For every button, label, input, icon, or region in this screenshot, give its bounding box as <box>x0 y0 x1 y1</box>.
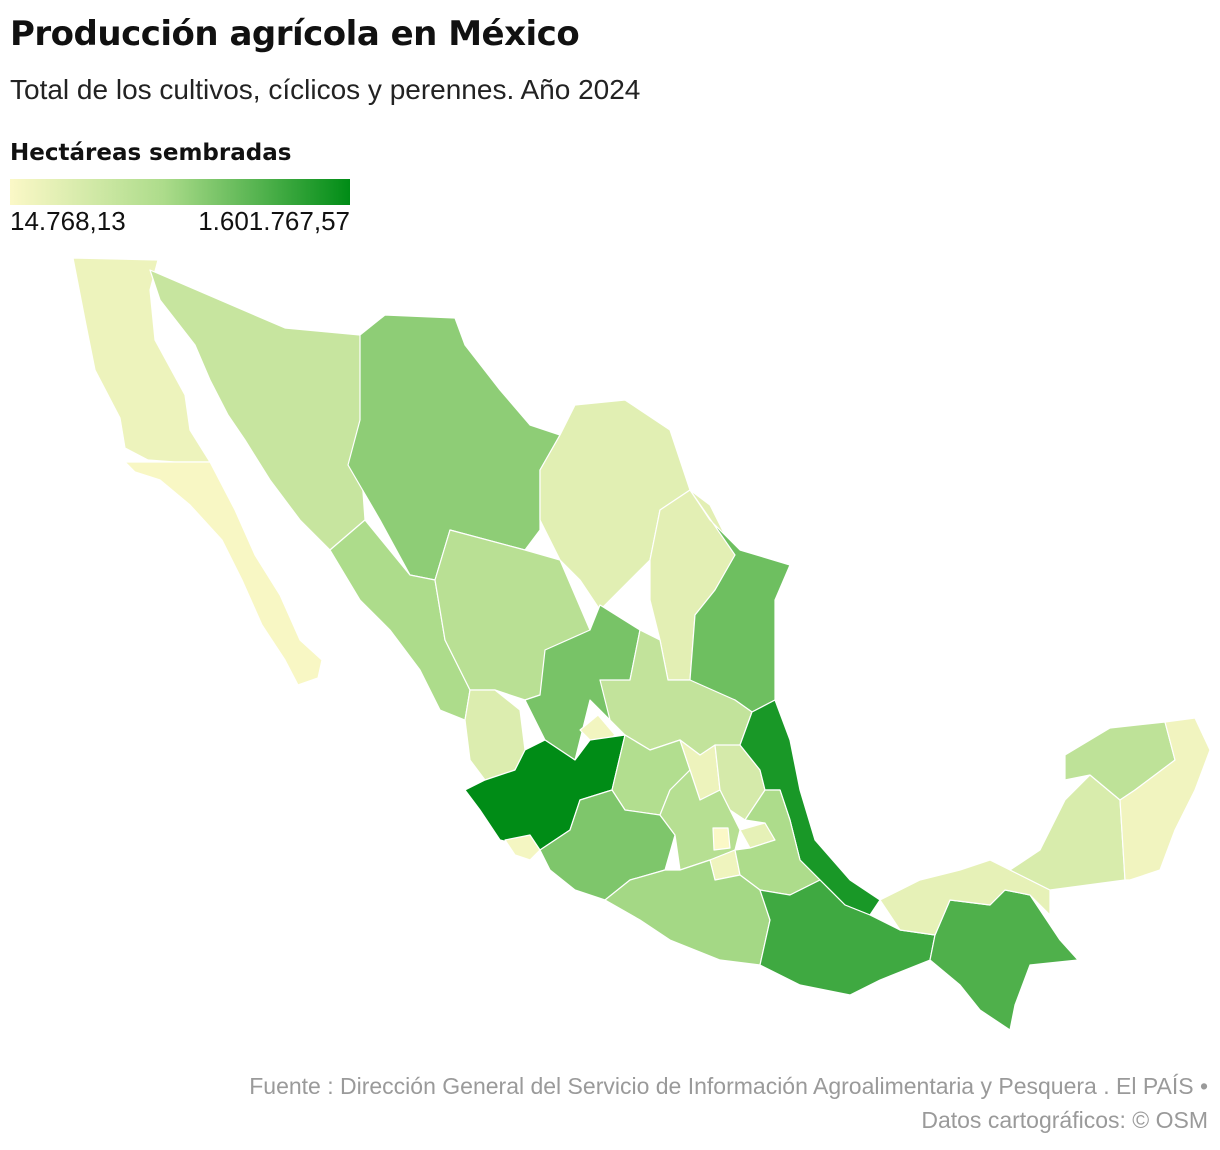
mexico-choropleth-map <box>72 257 1211 1031</box>
state-ciudad-de-mexico <box>712 827 731 851</box>
map-data-credit: Datos cartográficos: © OSM <box>921 1107 1208 1133</box>
state-tabasco <box>879 859 1051 936</box>
legend-min-label: 14.768,13 <box>10 206 126 236</box>
state-quintana-roo <box>1119 717 1211 881</box>
state-nayarit <box>464 689 526 781</box>
source-credit: Fuente : Dirección General del Servicio … <box>249 1073 1208 1099</box>
legend-color-ramp <box>10 179 350 205</box>
state-chihuahua <box>347 314 561 581</box>
state-campeche <box>1009 774 1126 891</box>
state-guerrero <box>604 859 771 966</box>
map-subtitle: Total de los cultivos, cíclicos y perenn… <box>10 74 641 105</box>
legend-title: Hectáreas sembradas <box>10 140 292 166</box>
state-colima <box>504 834 541 861</box>
legend-max-label: 1.601.767,57 <box>198 206 350 236</box>
state-baja-california-sur <box>124 461 323 686</box>
map-title: Producción agrícola en México <box>10 14 580 54</box>
state-chiapas <box>929 889 1079 1031</box>
